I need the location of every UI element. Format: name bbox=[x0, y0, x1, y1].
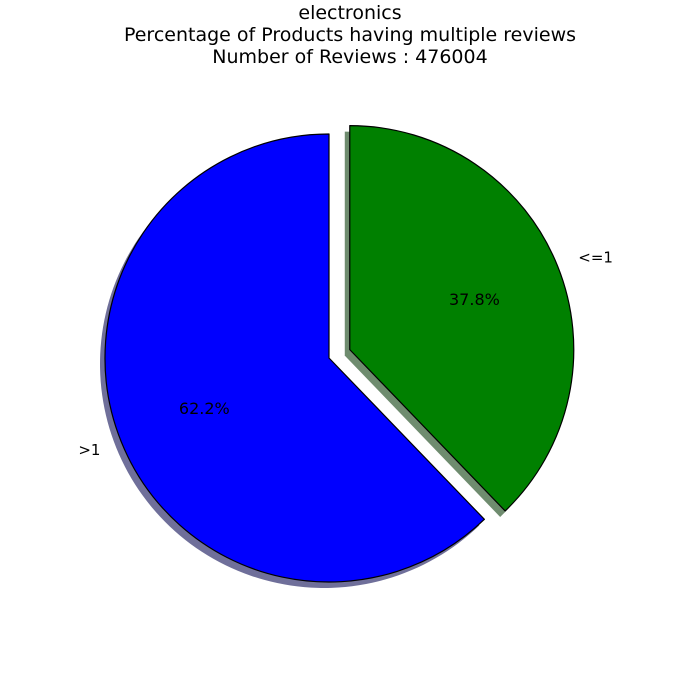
chart-title: electronics bbox=[298, 2, 401, 24]
pie-slice-le1 bbox=[349, 125, 575, 512]
category-label-gt1: >1 bbox=[78, 441, 100, 459]
slice-labels: 62.2% >1 37.8% <=1 bbox=[78, 248, 613, 459]
category-label-le1: <=1 bbox=[578, 248, 613, 266]
chart-subtitle-line-1: Percentage of Products having multiple r… bbox=[124, 24, 576, 46]
chart-subtitle-line-2: Number of Reviews : 476004 bbox=[212, 46, 487, 68]
percent-label-gt1: 62.2% bbox=[179, 399, 230, 418]
pie-slice-gt1 bbox=[104, 133, 485, 583]
pie-slices bbox=[104, 125, 575, 583]
percent-label-le1: 37.8% bbox=[449, 290, 500, 309]
